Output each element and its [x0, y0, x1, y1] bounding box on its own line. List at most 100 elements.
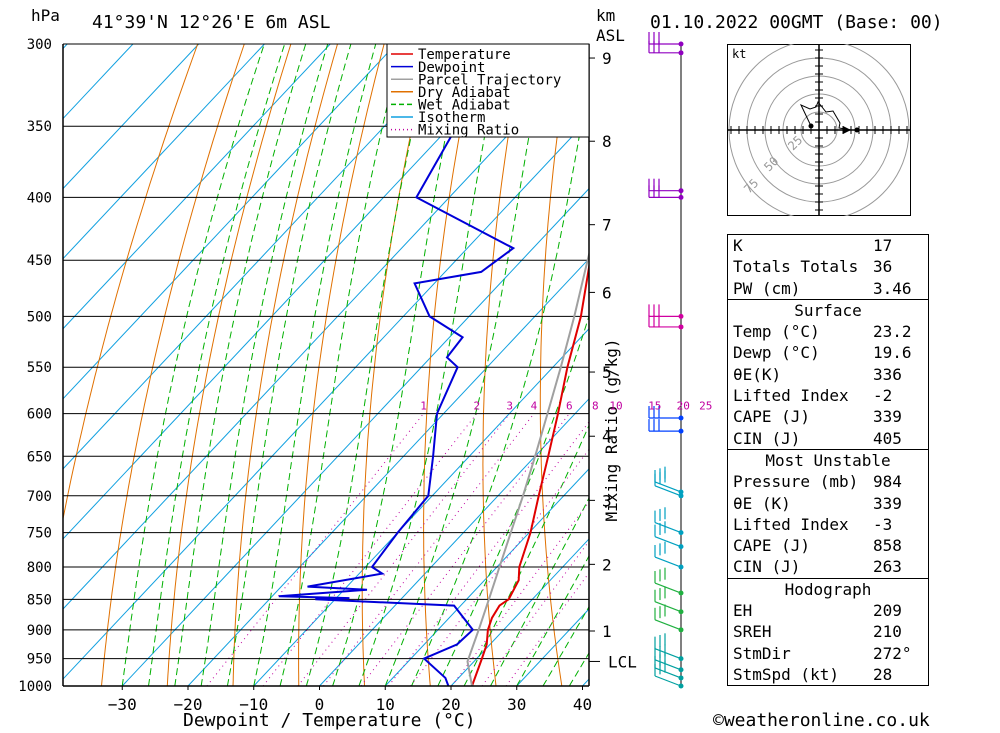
station-location: 41°39'N 12°26'E 6m ASL: [92, 12, 331, 33]
surface-cin-value: 405: [873, 428, 902, 448]
profile-temperature: [471, 261, 589, 686]
height-unit-asl: ASL: [596, 26, 625, 45]
site-credit[interactable]: ©weatheronline.co.uk: [713, 710, 930, 731]
x-tick-label: 40: [573, 695, 592, 714]
isotherm-line: [63, 44, 397, 400]
axes: −30 −20 −10 0 10 20 30 40 1 2 3 4 5 6 7 8 9 LCL: [62, 44, 637, 714]
sreh-value: 210: [873, 622, 902, 642]
mixing-ratio-line: [262, 413, 478, 686]
surface-dewp-value: 19.6: [873, 343, 912, 363]
isotherm-line: [63, 44, 463, 470]
isotherm-line: [63, 44, 134, 120]
wind-barb-shaft: [654, 675, 682, 687]
km-tick-label: 6: [602, 283, 612, 302]
pressure-tick-label: 500: [27, 309, 52, 325]
hodograph-unit: kt: [732, 47, 746, 61]
pressure-tick-label: 550: [27, 360, 52, 376]
wet-adiabat: [121, 44, 265, 686]
mixing-ratio-line: [451, 501, 589, 686]
surface-dewp-label: Dewp (°C): [733, 343, 820, 363]
surface-thetae-label: θE(K): [733, 364, 782, 384]
wind-barb-shaft: [654, 648, 682, 660]
hodograph-start-dot: [808, 123, 814, 129]
mu-cape-label: CAPE (J): [733, 536, 811, 556]
km-tick-label: 8: [602, 132, 612, 151]
pressure-unit: hPa: [31, 6, 60, 25]
mixing-ratio-value: 8: [592, 400, 599, 413]
mixing-ratio-line: [410, 448, 589, 686]
wet-adiabat: [279, 44, 403, 686]
mixing-ratio-value: 6: [566, 400, 573, 413]
x-tick-label: −30: [108, 695, 137, 714]
k-index-value: 17: [873, 236, 893, 255]
mixing-ratio-value: 4: [531, 400, 538, 413]
surface-thetae-value: 336: [873, 364, 902, 384]
pressure-tick-label: 350: [27, 119, 52, 135]
isotherm-line: [63, 117, 589, 680]
wind-barb-shaft: [654, 556, 682, 568]
isotherm-line: [187, 257, 589, 686]
isotherm-line: [63, 44, 200, 190]
pressure-tick-label: 1000: [18, 679, 52, 695]
surface-cape-value: 339: [873, 407, 902, 427]
x-tick-label: −20: [174, 695, 203, 714]
k-index-label: K: [733, 236, 743, 255]
wind-barb-shaft: [654, 481, 682, 493]
height-unit-km: km: [596, 6, 616, 25]
wind-barb-shaft: [654, 667, 682, 679]
wind-barb-shaft: [654, 582, 682, 594]
dry-adiabat: [423, 44, 478, 686]
isotherm-line: [63, 44, 265, 260]
legend-box: [386, 43, 590, 138]
stmdir-label: StmDir: [733, 643, 791, 663]
wet-adiabat: [358, 44, 504, 686]
isotherm-line: [450, 538, 589, 686]
dry-adiabat: [166, 44, 292, 686]
km-tick-label: 4: [602, 427, 612, 446]
mu-cin-label: CIN (J): [733, 557, 801, 577]
mixing-ratio-value: 10: [609, 400, 622, 413]
pressure-tick-label: 300: [27, 37, 52, 53]
pw-label: PW (cm): [733, 278, 801, 298]
wet-adiabat: [226, 44, 352, 686]
surface-li-value: -2: [873, 386, 893, 406]
wind-barb-shaft: [654, 601, 682, 613]
hodograph-end-dot: [854, 127, 860, 133]
legend-parcel: Parcel Trajectory: [418, 73, 561, 89]
mixing-ratio-axis-label: Mixing Ratio (g/kg): [602, 338, 621, 521]
pressure-tick-label: 800: [27, 560, 52, 576]
eh-label: EH: [733, 601, 753, 621]
sreh-label: SREH: [733, 622, 772, 642]
isotherm-line: [63, 44, 528, 540]
mixing-ratio-line: [388, 421, 589, 686]
mu-li-value: -3: [873, 514, 893, 534]
pressure-tick-label: 650: [27, 449, 52, 465]
mixing-ratio-value: 15: [648, 400, 661, 413]
surface-cape-label: CAPE (J): [733, 407, 811, 427]
mu-li-label: Lifted Index: [733, 514, 849, 534]
km-tick-label: 1: [602, 622, 612, 641]
surface-li-label: Lifted Index: [733, 386, 849, 406]
legend-isotherm: Isotherm: [418, 110, 485, 126]
mixing-ratio-line: [481, 540, 589, 686]
hodograph-params-title: Hodograph: [784, 579, 872, 599]
surface-cin-label: CIN (J): [733, 428, 801, 448]
pressure-tick-label: 700: [27, 489, 52, 505]
sounding-indices-table: K 17 Totals Totals 36 PW (cm) 3.46 Surface …: [727, 234, 929, 687]
dry-adiabat: [101, 44, 245, 686]
mixing-ratio-line: [297, 413, 511, 686]
legend-texts: Temperature Dewpoint Parcel Trajectory D…: [418, 47, 561, 139]
eh-value: 209: [873, 601, 902, 621]
lcl-label: LCL: [608, 652, 637, 671]
legend-dewpoint: Dewpoint: [418, 60, 485, 76]
legend-lines: [391, 53, 413, 131]
legend-mixing: Mixing Ratio: [418, 123, 519, 139]
pressure-tick-label: 900: [27, 623, 52, 639]
totals-totals-label: Totals Totals: [733, 257, 859, 277]
isotherm-line: [121, 187, 589, 686]
stmdir-value: 272°: [873, 643, 912, 663]
surface-temp-value: 23.2: [873, 322, 912, 342]
isotherm-line: [63, 47, 589, 610]
x-tick-label: 30: [507, 695, 526, 714]
mu-pressure-label: Pressure (mb): [733, 472, 859, 492]
